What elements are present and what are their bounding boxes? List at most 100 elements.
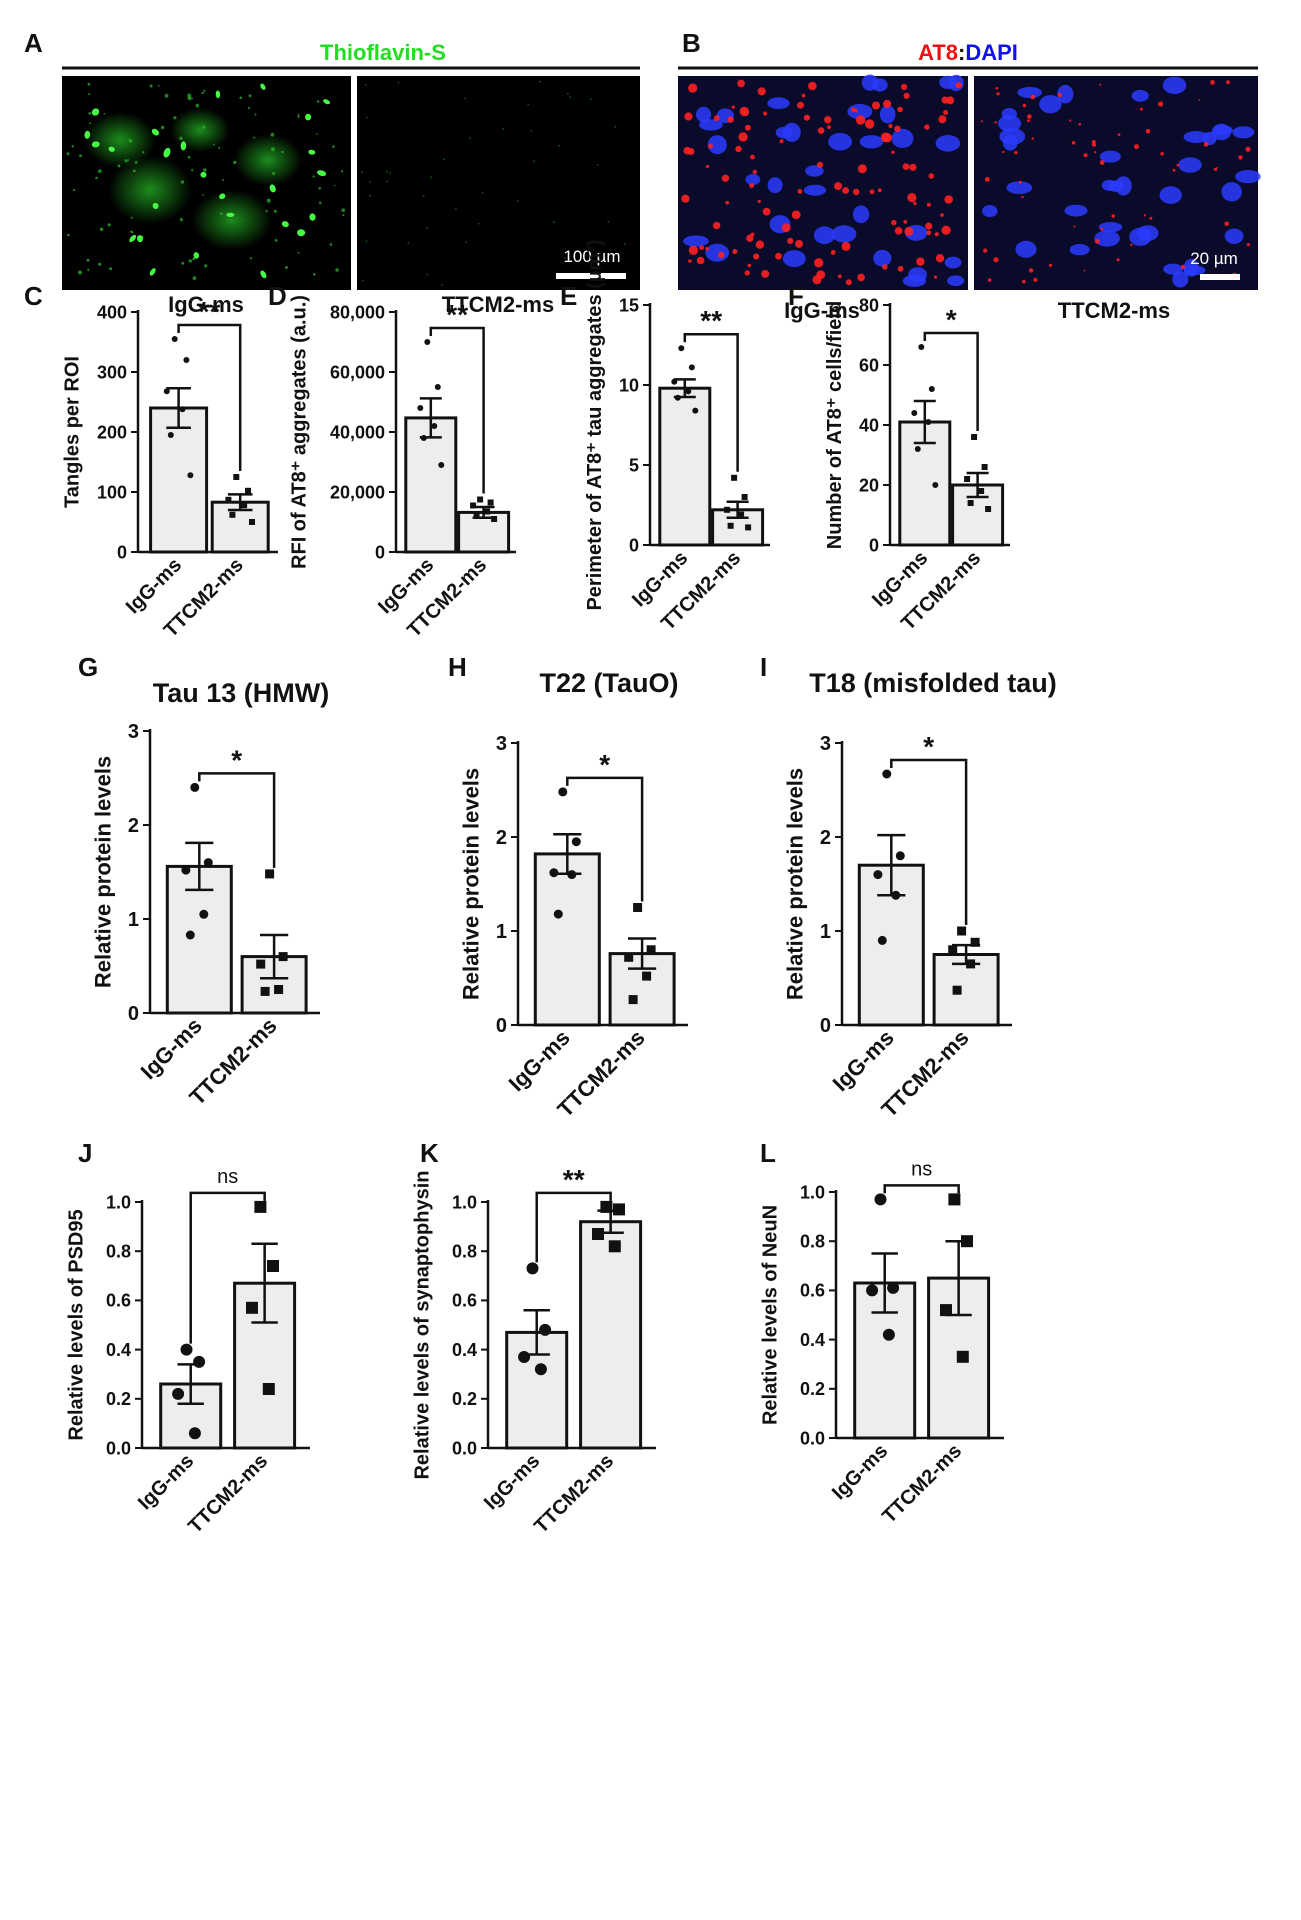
thioflavin-speck: [369, 194, 371, 197]
thioflavin-speck: [203, 168, 207, 172]
at8-aggregate: [731, 105, 736, 109]
thioflavin-tangle: [308, 149, 316, 155]
thioflavin-speck: [564, 257, 566, 259]
thioflavin-speck: [407, 242, 410, 245]
thioflavin-speck: [607, 220, 610, 223]
thioflavin-tangle: [305, 113, 312, 121]
thioflavin-tangle: [260, 83, 266, 90]
data-point-ttcm2-ms: [245, 487, 251, 494]
thioflavin-speck: [340, 170, 344, 173]
panel-letter-d: D: [268, 281, 287, 311]
thioflavin-speck: [333, 184, 336, 187]
dapi-nucleus: [998, 115, 1022, 132]
significance-label: ns: [911, 1158, 932, 1180]
dapi-nucleus: [1064, 204, 1088, 217]
y-tick-label: 0.4: [800, 1330, 825, 1350]
significance-bracket: [883, 1184, 960, 1194]
bar-igg-ms: [533, 852, 601, 1027]
dapi-nucleus: [705, 243, 729, 262]
panel-letter-i: I: [760, 652, 767, 682]
at8-aggregate: [1134, 144, 1139, 150]
thioflavin-speck: [220, 212, 223, 215]
at8-aggregate: [757, 87, 766, 96]
at8-aggregate: [688, 83, 698, 93]
y-axis-label: RFI of AT8⁺ aggregates (a.u.): [288, 295, 310, 569]
thioflavin-speck: [88, 93, 91, 95]
thioflavin-speck: [623, 242, 626, 245]
at8-aggregate: [944, 195, 953, 204]
thioflavin-tangle: [219, 193, 226, 200]
data-point-ttcm2-ms: [985, 506, 992, 512]
thioflavin-speck: [127, 159, 130, 161]
data-point-igg-ms: [692, 407, 699, 414]
thioflavin-speck: [569, 96, 572, 98]
y-axis-label: Perimeter of AT8⁺ tau aggregates (µm²): [584, 239, 606, 610]
at8-aggregate: [913, 201, 917, 206]
thioflavin-speck: [318, 201, 322, 205]
thioflavin-tangle: [260, 270, 267, 279]
scale-bar-b-label: 20 µm: [1190, 249, 1238, 268]
at8-aggregate: [797, 101, 804, 109]
dapi-nucleus: [1221, 182, 1242, 202]
at8-aggregate: [883, 99, 892, 108]
at8-aggregate: [897, 106, 903, 113]
thioflavin-speck: [107, 223, 111, 227]
y-tick-label: 1.0: [106, 1192, 131, 1212]
thioflavin-speck: [366, 116, 368, 119]
dapi-nucleus: [1178, 157, 1202, 173]
thioflavin-speck: [88, 112, 92, 115]
y-tick-label: 0: [496, 1015, 507, 1037]
thioflavin-speck: [273, 209, 277, 213]
dapi-nucleus: [859, 135, 884, 149]
x-tick-label: IgG-ms: [828, 1440, 892, 1504]
at8-aggregate: [1027, 119, 1030, 122]
thioflavin-speck: [313, 273, 316, 276]
thioflavin-speck: [284, 266, 288, 269]
y-tick-label: 60: [859, 355, 879, 375]
dapi-nucleus: [1006, 181, 1033, 195]
thioflavin-speck: [117, 164, 121, 168]
at8-aggregate: [888, 123, 893, 129]
data-point-ttcm2-ms: [978, 488, 985, 494]
thioflavin-tangle: [151, 128, 160, 136]
panel-letter-g: G: [78, 652, 98, 682]
at8-aggregate: [1031, 137, 1034, 140]
at8-aggregate: [857, 273, 865, 282]
thioflavin-speck: [79, 154, 82, 158]
data-point-igg-ms: [877, 935, 887, 945]
at8-aggregate: [987, 278, 992, 282]
data-point-ttcm2-ms: [952, 985, 962, 995]
at8-aggregate: [943, 110, 949, 115]
data-point-igg-ms: [685, 388, 692, 395]
thioflavin-speck: [530, 129, 533, 132]
y-tick-label: 0.6: [106, 1291, 131, 1311]
at8-aggregate: [1224, 221, 1229, 226]
data-point-ttcm2-ms: [608, 1240, 621, 1253]
y-tick-label: 5: [629, 455, 639, 475]
significance-label: *: [946, 304, 957, 335]
thioflavin-speck: [239, 96, 242, 99]
thioflavin-speck: [481, 191, 484, 194]
at8-aggregate: [935, 254, 945, 263]
data-point-ttcm2-ms: [256, 959, 266, 969]
thioflavin-speck: [202, 194, 205, 196]
dapi-nucleus: [1017, 86, 1042, 99]
dapi-nucleus: [707, 135, 727, 155]
data-point-ttcm2-ms: [967, 500, 974, 506]
data-point-ttcm2-ms: [254, 1200, 267, 1213]
data-point-ttcm2-ms: [642, 971, 652, 981]
y-tick-label: 80,000: [330, 302, 385, 322]
at8-aggregate: [1145, 129, 1151, 134]
thioflavin-speck: [386, 180, 389, 183]
data-point-igg-ms: [190, 782, 200, 792]
at8-aggregate: [738, 132, 748, 142]
thioflavin-speck: [362, 279, 364, 282]
dapi-nucleus: [891, 128, 914, 148]
thioflavin-diffuse-signal: [234, 134, 302, 186]
at8-aggregate: [891, 150, 895, 154]
at8-aggregate: [708, 143, 714, 149]
